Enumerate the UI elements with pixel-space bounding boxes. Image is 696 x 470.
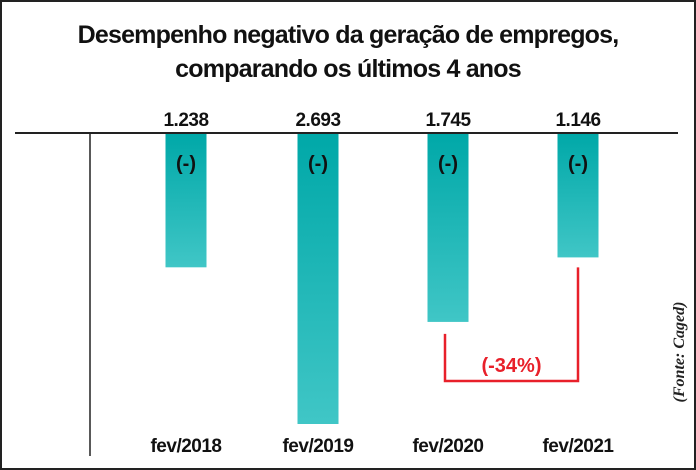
sign-label: (-) xyxy=(568,153,588,175)
category-label: fev/2019 xyxy=(282,436,353,457)
data-label: 1.745 xyxy=(425,110,471,131)
data-label: 1.146 xyxy=(555,110,600,131)
source-label: (Fonte: Caged) xyxy=(671,302,688,403)
change-bracket xyxy=(443,267,580,383)
category-label: fev/2020 xyxy=(412,436,483,457)
category-label: fev/2018 xyxy=(150,436,221,457)
title-line-2: comparando os últimos 4 anos xyxy=(175,55,522,83)
chart-title: Desempenho negativo da geração de empreg… xyxy=(0,18,696,86)
sign-label: (-) xyxy=(438,153,458,175)
title-line-1: Desempenho negativo da geração de empreg… xyxy=(77,21,620,49)
sign-label: (-) xyxy=(308,153,328,175)
bar-fev/2021 xyxy=(557,134,599,258)
category-label: fev/2021 xyxy=(542,436,614,457)
sign-label: (-) xyxy=(176,153,196,175)
bar-fev/2020 xyxy=(427,134,469,322)
data-label: 2.693 xyxy=(295,110,340,131)
bar-fev/2019 xyxy=(297,134,339,424)
bar-fev/2018 xyxy=(165,134,207,268)
data-label: 1.238 xyxy=(163,110,208,131)
change-annotation: (-34%) xyxy=(481,355,541,377)
